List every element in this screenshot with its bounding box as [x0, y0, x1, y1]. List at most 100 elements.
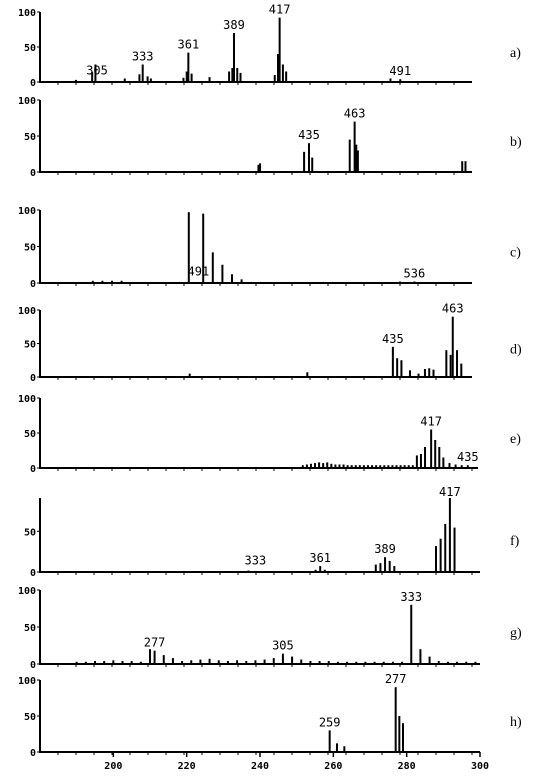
panel-label: h): [510, 715, 522, 730]
spectrum-bar: [311, 157, 314, 172]
spectrum-bar: [466, 465, 469, 468]
spectrum-bar: [355, 144, 358, 172]
spectrum-bar: [437, 661, 440, 664]
spectrum-bar: [245, 661, 248, 664]
spectrum-bar: [356, 150, 359, 172]
spectrum-bar: [257, 164, 260, 172]
x-tick-label: 260: [324, 761, 342, 772]
spectrum-bar: [94, 661, 96, 664]
peak-label: 435: [298, 128, 320, 142]
spectrum-bar: [190, 73, 193, 82]
spectrum-bar: [407, 465, 410, 468]
spectrum-bar: [239, 72, 242, 82]
spectrum-bar: [318, 462, 321, 468]
spectrum-bar: [285, 71, 288, 82]
spectrum-bar: [141, 64, 144, 82]
y-tick-label: 50: [24, 43, 36, 54]
spectrum-bar: [182, 77, 185, 82]
spectrum-bar: [322, 463, 325, 468]
spectrum-bar: [435, 546, 437, 572]
spectrum-bar: [327, 661, 330, 664]
peak-label: 333: [245, 553, 267, 567]
spectrum-bar: [263, 659, 266, 664]
spectrum-bar: [387, 465, 390, 468]
spectrum-bar: [448, 498, 451, 572]
peak-label: 417: [420, 415, 442, 429]
spectrum-bar: [430, 429, 433, 468]
spectrum-bar: [221, 264, 224, 283]
y-tick-label: 100: [18, 394, 36, 405]
spectrum-bar: [146, 76, 149, 82]
spectrum-bar: [314, 463, 317, 468]
spectrum-bar: [410, 604, 413, 664]
y-tick-label: 0: [30, 168, 36, 179]
peak-label: 361: [309, 551, 331, 565]
spectrum-bar: [185, 71, 188, 82]
spectrum-bar: [451, 316, 454, 377]
y-tick-label: 50: [24, 623, 36, 634]
panel-label: g): [510, 626, 522, 641]
spectrum-bar: [318, 661, 321, 664]
spectrum-bar: [375, 465, 378, 468]
x-tick-label: 280: [398, 761, 416, 772]
peak-label: 333: [400, 590, 422, 604]
spectrum-bar: [474, 661, 477, 664]
bottom-x-axis: 200 220 240 260 280 300: [104, 752, 489, 772]
spectrum-bar: [399, 79, 402, 82]
spectrum-bar: [456, 350, 459, 377]
spectrum-bar: [399, 281, 401, 283]
spectrum-bar: [396, 358, 399, 377]
spectrum-bar: [306, 372, 309, 377]
spectrum-bar: [181, 661, 184, 664]
spectrum-bar: [401, 661, 404, 664]
spectrum-panel: 100 50 0 491 536 c): [18, 206, 521, 290]
peak-label: 463: [442, 302, 464, 316]
spectrum-bar: [353, 121, 356, 172]
spectrum-bar: [328, 730, 331, 752]
spectrum-panel: 50 0 333 361 389 417 f): [24, 485, 520, 579]
spectrum-bar: [187, 52, 190, 82]
spectrum-bar: [432, 369, 435, 377]
spectrum-bar: [300, 659, 303, 664]
panel-label: d): [510, 343, 522, 358]
spectrum-bar: [399, 465, 402, 468]
spectrum-bar: [423, 368, 426, 377]
spectrum-bar: [391, 465, 394, 468]
spectrum-bar: [348, 139, 351, 172]
y-tick-label: 0: [30, 568, 36, 579]
spectrum-bar: [190, 660, 193, 664]
spectrum-bar: [202, 213, 205, 283]
spectrum-bar: [449, 354, 452, 377]
peak-label: 389: [223, 18, 245, 32]
spectrum-bar: [259, 163, 262, 172]
spectrum-bar: [149, 78, 152, 82]
spectrum-bar: [232, 33, 235, 82]
spectrum-bar: [112, 660, 115, 664]
spectrum-bar: [334, 464, 337, 468]
spectrum-panel: 100 50 0 259 277 h): [18, 672, 522, 759]
spectrum-bar: [389, 78, 392, 82]
spectrum-bar: [303, 151, 306, 172]
peak-label: 277: [144, 636, 166, 650]
spectrum-bar: [291, 656, 294, 664]
spectrum-bar: [208, 658, 211, 664]
spectrum-bar: [391, 346, 394, 377]
spectrum-bar: [188, 373, 191, 377]
spectrum-bar: [309, 661, 312, 664]
y-tick-label: 0: [30, 78, 36, 89]
spectrum-bar: [419, 454, 422, 468]
y-tick-label: 100: [18, 676, 36, 687]
spectrum-bar: [391, 661, 394, 664]
spectrum-bar: [247, 570, 250, 572]
spectrum-bar: [307, 143, 310, 172]
x-tick-label: 300: [471, 761, 489, 772]
spectrum-bar: [444, 523, 447, 572]
spectrum-bar: [199, 659, 202, 664]
spectrum-bar: [171, 658, 174, 664]
y-tick-label: 0: [30, 748, 36, 759]
x-tick-label: 220: [178, 761, 196, 772]
spectrum-bar: [130, 661, 133, 664]
spectrum-bar: [413, 281, 416, 283]
spectrum-bar: [254, 660, 257, 664]
spectrum-bar: [460, 363, 463, 377]
